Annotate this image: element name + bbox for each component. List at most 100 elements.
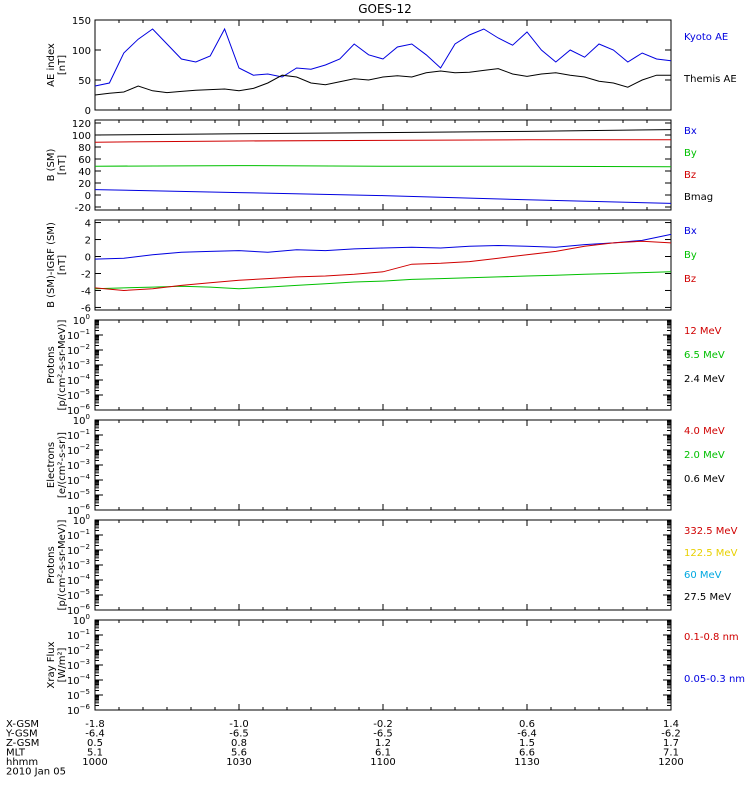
y-tick-label: 10−1: [67, 628, 90, 642]
y-tick-label: 10−4: [67, 373, 91, 387]
axis-tick-value: -0.2: [373, 719, 393, 730]
legend-label: By: [684, 250, 697, 261]
axis-tick-value: 1.5: [519, 738, 535, 749]
axis-tick-value: 5.1: [87, 748, 103, 759]
legend-label: Bz: [684, 170, 696, 181]
y-tick-label: 2: [85, 236, 91, 247]
axis-tick-value: 6.6: [519, 748, 535, 759]
y-tick-label: 10−3: [67, 558, 90, 572]
y-tick-label: 10−6: [67, 403, 91, 417]
axis-tick-value: -6.5: [373, 729, 393, 740]
y-axis-label: [p/(cm²-s-sr-MeV)]: [57, 319, 68, 410]
y-axis-label: Protons: [46, 546, 57, 583]
series-line-bmag: [94, 129, 672, 136]
y-tick-label: 10−1: [67, 528, 90, 542]
y-tick-label: 10−5: [67, 488, 90, 502]
y-tick-label: 10−5: [67, 588, 90, 602]
legend-label: 6.5 MeV: [684, 350, 725, 361]
axis-tick-value: 1.4: [663, 719, 679, 730]
axis-tick-value: 1.7: [663, 738, 679, 749]
y-tick-label: -4: [81, 286, 91, 297]
y-axis-label: AE index: [46, 43, 57, 87]
legend-label: Bz: [684, 274, 696, 285]
y-tick-label: 4: [85, 219, 91, 230]
axis-row-label: MLT: [6, 748, 26, 759]
axis-tick-value: 0.8: [231, 738, 247, 749]
y-axis-label: [W/m²]: [57, 647, 68, 682]
axis-tick-value: 0.6: [519, 719, 535, 730]
axis-tick-value: -1.0: [229, 719, 249, 730]
y-tick-label: 50: [78, 76, 91, 87]
legend-label: Bx: [684, 126, 697, 137]
axis-tick-value: 1200: [658, 757, 683, 768]
axis-tick-value: 1130: [514, 757, 539, 768]
axis-row-label: X-GSM: [6, 719, 39, 730]
y-tick-label: -2: [81, 269, 91, 280]
series-line-bz: [94, 240, 672, 292]
legend-label: 0.6 MeV: [684, 474, 725, 485]
y-tick-label: 0: [85, 253, 91, 264]
legend-label: By: [684, 148, 697, 159]
y-axis-label: Electrons: [46, 442, 57, 488]
y-tick-label: 10−6: [67, 503, 91, 517]
axis-tick-value: 1030: [226, 757, 251, 768]
series-line-by: [94, 165, 672, 168]
y-tick-label: 10−3: [67, 458, 90, 472]
axis-row-label: hhmm: [6, 757, 38, 768]
y-tick-label: 100: [72, 131, 91, 142]
y-tick-label: 100: [73, 513, 90, 527]
legend-label: Kyoto AE: [684, 32, 728, 43]
legend-label: 2.0 MeV: [684, 450, 725, 461]
legend-label: 4.0 MeV: [684, 426, 725, 437]
legend-label: 0.1-0.8 nm: [684, 632, 739, 643]
y-tick-label: 10−4: [67, 573, 91, 587]
legend-label: 60 MeV: [684, 570, 722, 581]
axis-tick-value: -1.8: [85, 719, 105, 730]
y-axis-label: [nT]: [57, 255, 68, 275]
y-axis-label: [e/(cm²-s-sr)]: [57, 432, 68, 498]
y-axis-label: [nT]: [57, 55, 68, 75]
y-tick-label: 150: [72, 16, 91, 27]
y-axis-label: [nT]: [57, 155, 68, 175]
panel-frame: [94, 519, 672, 611]
legend-label: 2.4 MeV: [684, 374, 725, 385]
y-tick-label: 10−4: [67, 473, 91, 487]
panel-frame: [94, 419, 672, 511]
y-tick-label: 10−6: [67, 703, 91, 717]
legend-label: 12 MeV: [684, 326, 722, 337]
plot-title: GOES-12: [358, 2, 412, 16]
y-tick-label: 10−1: [67, 328, 90, 342]
panel-frame: [94, 619, 672, 711]
y-tick-label: 40: [78, 167, 91, 178]
series-line-bx: [94, 189, 672, 204]
y-axis-label: Protons: [46, 346, 57, 383]
legend-label: Themis AE: [683, 74, 737, 85]
legend-label: 332.5 MeV: [684, 526, 738, 537]
axis-tick-value: -6.5: [229, 729, 249, 740]
axis-tick-value: 5.6: [231, 748, 247, 759]
series-line-by: [94, 271, 672, 290]
panel-1: AE index [nT] 0 50 100 150 Kyoto AE Themis AE: [46, 16, 737, 117]
series-line-bx: [94, 233, 672, 260]
y-tick-label: 100: [72, 46, 91, 57]
axis-tick-value: 6.1: [375, 748, 391, 759]
legend-label: 27.5 MeV: [684, 592, 731, 603]
y-tick-label: 10−3: [67, 658, 90, 672]
y-tick-label: -20: [75, 203, 91, 214]
axis-row-label: Y-GSM: [5, 729, 38, 740]
panel-frame: [94, 119, 672, 211]
y-tick-label: 10−2: [67, 443, 90, 457]
panel-4: Protons [p/(cm²-s-sr-MeV)]10−610−510−410−…: [46, 313, 725, 417]
legend-label: Bmag: [684, 192, 713, 203]
series-line-bz: [94, 139, 671, 143]
legend-label: Bx: [684, 226, 697, 237]
y-axis-label: B (SM): [46, 148, 57, 181]
axis-tick-value: -6.4: [85, 729, 105, 740]
y-tick-label: 0: [85, 106, 91, 117]
y-tick-label: 10−5: [67, 688, 90, 702]
y-tick-label: 20: [78, 179, 91, 190]
panel-3: B (SM)-IGRF (SM) [nT] -6 -4 -2 0 2 4 Bx By Bz: [46, 219, 697, 315]
series-line-themis-ae: [94, 68, 671, 96]
panel-frame: [94, 19, 672, 111]
